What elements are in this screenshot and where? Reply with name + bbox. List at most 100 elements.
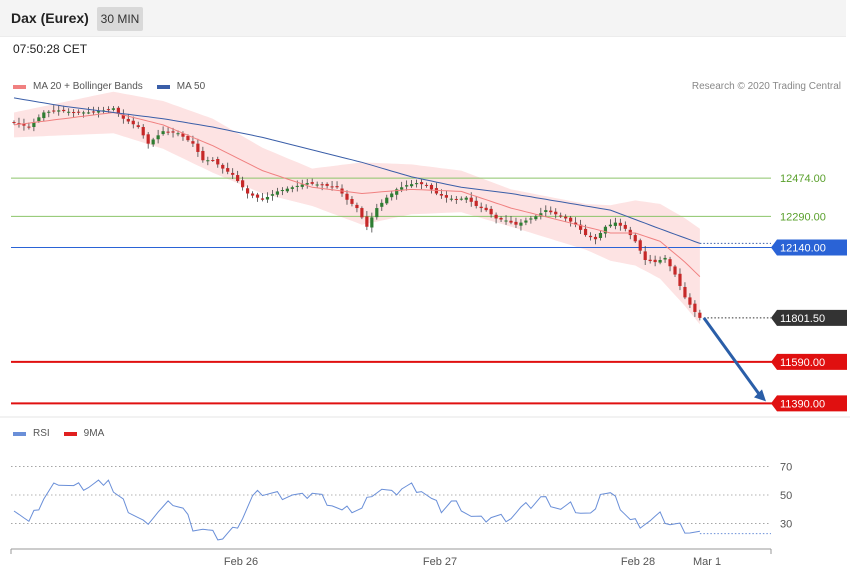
candle	[514, 217, 518, 228]
instrument-title: Dax (Eurex)	[11, 10, 89, 26]
candle-body	[52, 110, 56, 112]
level-label-text: 12140.00	[780, 243, 826, 255]
candle-body	[42, 112, 46, 119]
candle-body	[385, 197, 389, 204]
candle-body	[156, 135, 160, 140]
candle	[648, 254, 652, 264]
candle	[479, 202, 483, 213]
candle	[300, 179, 304, 190]
candle	[330, 180, 334, 191]
candle-body	[504, 220, 508, 222]
candle-body	[549, 210, 553, 213]
ma20-legend-label: MA 20 + Bollinger Bands	[33, 81, 143, 92]
level-label: 11590.00	[771, 353, 847, 370]
timeframe-button[interactable]: 30 MIN	[97, 7, 143, 31]
candle-body	[489, 208, 493, 215]
candle	[350, 196, 354, 207]
candle-body	[355, 204, 359, 209]
candle	[499, 216, 503, 222]
candle-body	[658, 260, 662, 263]
candle-body	[191, 141, 195, 144]
candle	[270, 190, 275, 201]
candle	[673, 264, 677, 278]
candle	[201, 146, 205, 163]
candle-body	[226, 168, 230, 172]
candle	[91, 106, 96, 116]
candle-body	[499, 217, 503, 220]
candle-body	[653, 259, 657, 263]
candle	[623, 221, 627, 232]
candle	[310, 178, 314, 186]
candle-body	[221, 164, 225, 169]
candle-body	[310, 182, 314, 184]
candle	[410, 180, 414, 188]
candle-body	[663, 257, 667, 260]
candle	[315, 181, 319, 188]
candle-body	[529, 218, 533, 220]
candle	[226, 162, 230, 175]
candle	[395, 187, 399, 200]
candle-body	[111, 108, 115, 110]
candle-body	[360, 208, 364, 218]
candle-body	[236, 175, 240, 182]
candle	[280, 187, 284, 196]
candle-body	[27, 126, 31, 128]
candle	[429, 183, 434, 194]
candle-body	[603, 226, 608, 234]
candle	[151, 137, 155, 147]
candle	[633, 232, 637, 243]
candle	[216, 156, 220, 168]
rsi-legend: RSI 9MA	[13, 428, 104, 439]
candle-body	[593, 236, 598, 240]
ma50-legend-swatch	[156, 84, 170, 89]
candle-body	[151, 139, 155, 145]
candle-body	[474, 200, 478, 206]
candle-body	[171, 131, 175, 133]
ma20-legend-swatch	[13, 84, 26, 89]
timestamp: 07:50:28 CET	[13, 42, 88, 56]
candle-body	[524, 220, 528, 223]
candle-body	[414, 183, 419, 185]
candle	[449, 195, 453, 202]
candle-body	[509, 220, 513, 223]
candle-body	[300, 184, 304, 187]
candle	[414, 179, 419, 188]
candle-body	[410, 184, 414, 187]
candle-body	[320, 184, 324, 186]
level-label-text: 11801.50	[780, 313, 825, 325]
candle-body	[444, 195, 448, 198]
candle-body	[12, 122, 16, 124]
candle-body	[539, 213, 543, 217]
candle	[459, 196, 463, 201]
candle	[593, 233, 598, 245]
candle	[613, 217, 617, 230]
candle-body	[608, 224, 612, 227]
candle-body	[121, 114, 125, 119]
candle	[618, 218, 622, 231]
candle-body	[280, 190, 284, 192]
candle	[360, 206, 364, 220]
candle	[275, 187, 280, 198]
candle	[464, 196, 468, 204]
candle-body	[141, 127, 145, 136]
level-label: 12474.00	[780, 173, 826, 185]
level-label-text: 11390.00	[780, 398, 825, 410]
candle-body	[57, 110, 61, 112]
x-tick-label: Feb 27	[423, 556, 457, 568]
candle	[245, 185, 250, 199]
candle-body	[245, 188, 250, 194]
candle	[380, 199, 384, 211]
candle-body	[698, 312, 702, 318]
chart-header: Dax (Eurex) 30 MIN	[0, 0, 846, 37]
candle-body	[424, 184, 429, 186]
candle-body	[534, 216, 538, 220]
candle	[375, 203, 379, 220]
ma50-line	[13, 97, 701, 244]
candle	[688, 293, 692, 308]
level-label: 11801.50	[771, 309, 847, 326]
candle-body	[514, 221, 518, 225]
candle	[57, 105, 61, 116]
candle	[325, 182, 329, 189]
candle-body	[181, 133, 185, 137]
